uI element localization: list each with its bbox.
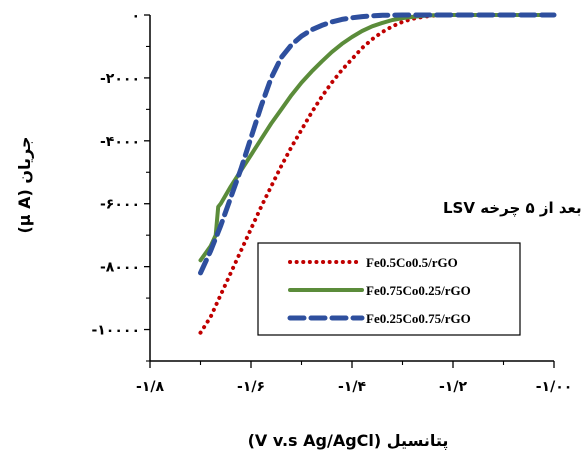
legend-label: Fe0.75Co0.25/rGO [366, 283, 471, 298]
y-tick-label: -۲۰۰۰ [100, 71, 140, 87]
x-tick-label: -۱/۸ [136, 379, 164, 395]
series-line-dashed [198, 12, 557, 276]
series-line-dotted [198, 13, 556, 335]
x-tick-label: -۱/۲ [439, 379, 467, 395]
x-tick-label: -۱/۴ [338, 379, 366, 395]
legend-label: Fe0.5Co0.5/rGO [366, 255, 458, 270]
y-tick-label: ۰ [131, 8, 140, 24]
legend-label: Fe0.25Co0.75/rGO [366, 311, 471, 326]
x-axis-title: پتانسیل (V v.s Ag/AgCl) [248, 431, 449, 451]
y-tick-label: -۶۰۰۰ [100, 197, 140, 213]
y-axis: ۰ -۲۰۰۰ -۴۰۰۰ -۶۰۰۰ -۸۰۰۰ -۱۰۰۰۰ [91, 8, 150, 362]
chart-annotation: بعد از ۵ چرخه LSV [443, 199, 582, 218]
series-layer [198, 12, 557, 335]
y-axis-title: جریان (µ A) [15, 136, 34, 233]
legend: Fe0.5Co0.5/rGO Fe0.75Co0.25/rGO Fe0.25Co0.… [257, 242, 521, 336]
x-tick-label: -۱/۶ [237, 379, 265, 395]
series-line-solid [198, 13, 556, 263]
y-tick-label: -۱۰۰۰۰ [91, 323, 140, 339]
y-tick-label: -۴۰۰۰ [100, 134, 140, 150]
y-tick-label: -۸۰۰۰ [100, 260, 140, 276]
x-axis: -۱/۸ -۱/۶ -۱/۴ -۱/۲ -۱/۰۰ [136, 361, 572, 395]
x-tick-label: -۱/۰۰ [536, 379, 573, 395]
